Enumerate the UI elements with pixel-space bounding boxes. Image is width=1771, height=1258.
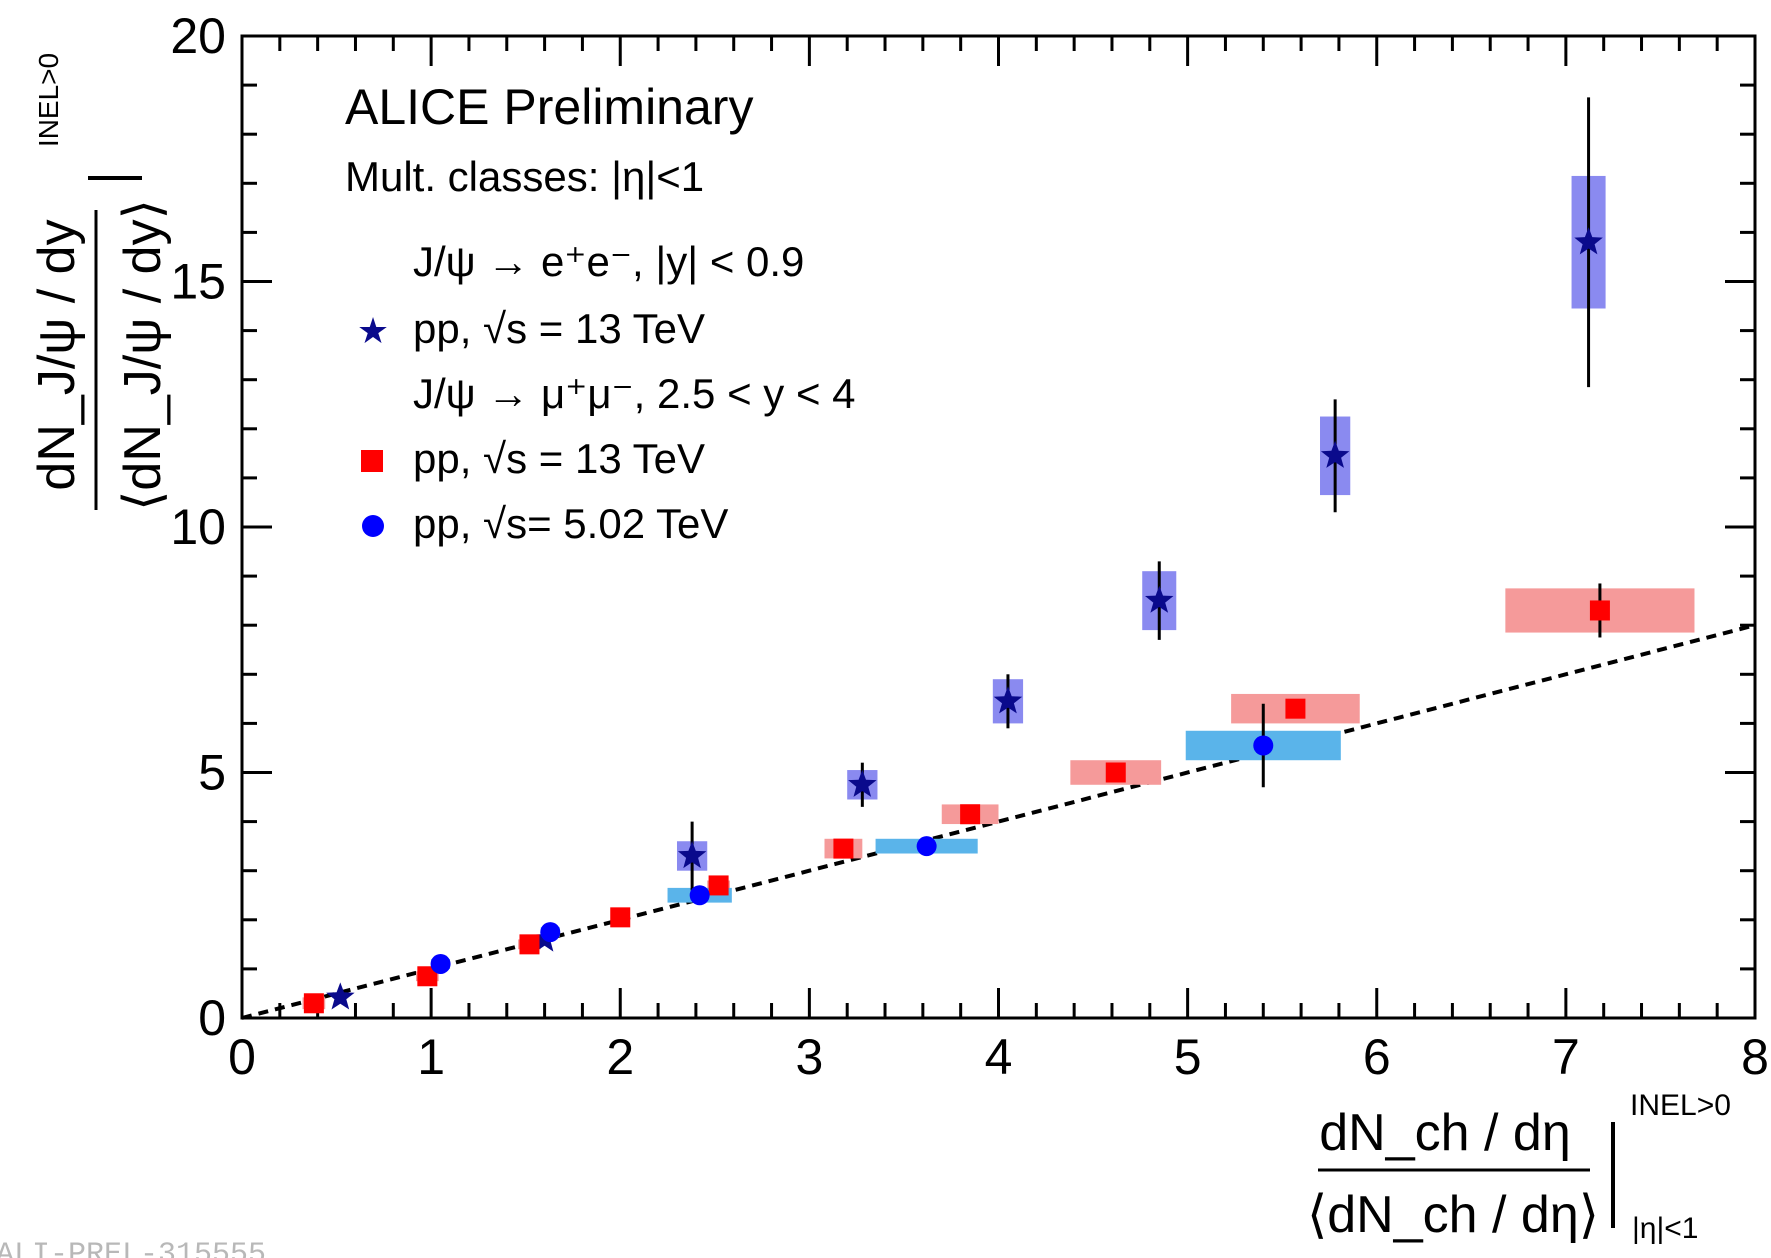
x-label-subscript: |η|<1 [1632,1212,1698,1245]
square-marker [1285,698,1306,719]
y-tick-label: 10 [170,499,226,555]
y-label-superscript: INEL>0 [33,53,64,147]
x-tick-label: 8 [1741,1029,1769,1085]
star-marker [848,769,877,797]
y-tick-label: 15 [170,254,226,310]
figure-id: ALI-PREL-315555 [0,1238,266,1258]
chart-subtitle: Mult. classes: |η|<1 [345,153,704,200]
circle-marker [916,836,937,857]
square-marker [1589,600,1610,621]
circle-marker [430,953,451,974]
x-tick-label: 5 [1174,1029,1202,1085]
star-marker [1574,227,1603,255]
x-tick-label: 0 [228,1029,256,1085]
error-bars [312,97,1602,1006]
star-marker [1145,585,1174,613]
legend-label-square: pp, √s = 13 TeV [413,435,705,482]
y-label-numerator: dN_J/ψ / dy [28,219,86,490]
y-tick-label: 5 [198,745,226,801]
y-axis-label: dN_J/ψ / dy ⟨dN_J/ψ / dy⟩ INEL>0 [28,53,172,511]
legend-label-star: pp, √s = 13 TeV [413,305,705,352]
star-marker [326,982,355,1010]
circle-marker [689,885,710,906]
legend-square-icon [361,450,383,472]
star-marker [677,841,707,869]
circle-marker [1253,735,1274,756]
y-label-denominator: ⟨dN_J/ψ / dy⟩ [114,199,172,511]
circle-marker [540,922,561,943]
star-marker [1320,440,1350,468]
legend-header-ee: J/ψ → e⁺e⁻, |y| < 0.9 [413,238,804,285]
dashed-reference-line [241,623,1756,1020]
square-marker [610,907,631,928]
legend-star-icon: ★ [357,310,389,351]
legend-label-circle: pp, √s= 5.02 TeV [413,500,728,547]
x-tick-label: 2 [606,1029,634,1085]
square-marker [417,966,438,987]
square-marker [708,875,729,896]
legend: J/ψ → e⁺e⁻, |y| < 0.9 ★ pp, √s = 13 TeV … [357,238,856,547]
x-tick-label: 4 [985,1029,1013,1085]
square-marker [303,993,324,1014]
x-axis-label: dN_ch / dη ⟨dN_ch / dη⟩ INEL>0 |η|<1 [1307,1089,1731,1245]
systematic-boxes [302,175,1695,1010]
x-label-superscript: INEL>0 [1630,1089,1731,1122]
x-tick-label: 3 [795,1029,823,1085]
square-marker [960,804,981,825]
x-label-denominator: ⟨dN_ch / dη⟩ [1307,1186,1599,1244]
square-marker [833,838,854,859]
reference-line [241,623,1756,1020]
tick-labels: 0 1 2 3 4 5 6 7 8 0 5 10 15 20 [170,8,1769,1085]
legend-header-mumu: J/ψ → μ⁺μ⁻, 2.5 < y < 4 [413,370,856,417]
square-marker [519,934,540,955]
x-label-numerator: dN_ch / dη [1319,1104,1571,1162]
x-tick-label: 7 [1552,1029,1580,1085]
y-tick-label: 20 [170,8,226,64]
chart-title: ALICE Preliminary [345,79,753,135]
star-marker [993,686,1023,714]
y-tick-label: 0 [198,990,226,1046]
x-tick-label: 1 [417,1029,445,1085]
data-markers [303,227,1610,1014]
x-tick-label: 6 [1363,1029,1391,1085]
square-marker [1105,762,1126,783]
legend-circle-icon [362,515,384,537]
